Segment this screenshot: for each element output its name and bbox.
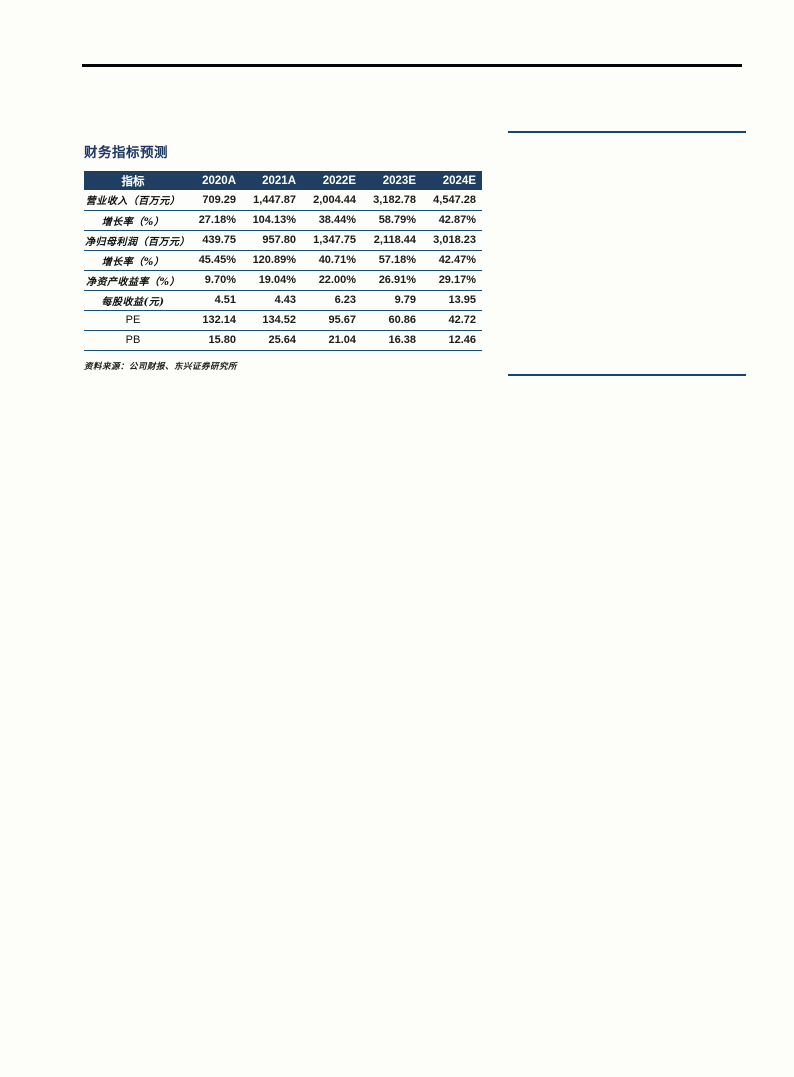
cell-2022e: 2,004.44: [313, 193, 356, 206]
table-row: 营业收入（百万元） 709.29 1,447.87 2,004.44 3,182…: [84, 190, 482, 210]
cell-2023e: 60.86: [388, 314, 416, 326]
row-label: PB: [125, 334, 141, 346]
cell-2023e: 16.38: [388, 334, 416, 346]
cell-2022e: 21.04: [328, 334, 356, 346]
table-row: 每股收益(元) 4.51 4.43 6.23 9.79 13.95: [84, 290, 482, 310]
cell-2024e: 13.95: [448, 294, 476, 306]
sidebar-top-rule: [508, 131, 746, 133]
row-label: 每股收益(元): [101, 296, 165, 308]
cell-2024e: 42.72: [448, 314, 476, 326]
cell-2021a: 104.13%: [252, 214, 296, 226]
cell-2020a: 9.70%: [204, 274, 236, 286]
cell-2022e: 40.71%: [318, 254, 356, 266]
cell-2020a: 132.14: [202, 314, 236, 326]
cell-2020a: 27.18%: [198, 214, 236, 226]
table-header-row: 指标 2020A 2021A 2022E 2023E 2024E: [84, 171, 482, 190]
cell-2022e: 1,347.75: [313, 234, 356, 246]
cell-2024e: 42.87%: [438, 214, 476, 226]
table-row: 增长率（%） 27.18% 104.13% 38.44% 58.79% 42.8…: [84, 210, 482, 230]
cell-2020a: 4.51: [214, 294, 236, 306]
row-label: 净归母利润（百万元）: [85, 236, 190, 248]
row-label: 营业收入（百万元）: [85, 196, 181, 208]
section-title: 财务指标预测: [84, 145, 168, 160]
source-note: 资料来源：公司财报、东兴证券研究所: [84, 362, 238, 372]
cell-2023e: 57.18%: [378, 254, 416, 266]
cell-2024e: 3,018.23: [433, 234, 476, 246]
row-label: 净资产收益率（%）: [85, 276, 180, 288]
row-label: 增长率（%）: [101, 256, 165, 268]
cell-2020a: 15.80: [208, 334, 236, 346]
cell-2024e: 29.17%: [438, 274, 476, 286]
cell-2021a: 19.04%: [258, 274, 296, 286]
table-row: PB 15.80 25.64 21.04 16.38 12.46: [84, 330, 482, 350]
sidebar-bottom-rule: [508, 374, 746, 376]
table-body: 营业收入（百万元） 709.29 1,447.87 2,004.44 3,182…: [84, 190, 482, 350]
row-label: 增长率（%）: [101, 216, 165, 228]
cell-2020a: 709.29: [202, 193, 236, 206]
table-row: 增长率（%） 45.45% 120.89% 40.71% 57.18% 42.4…: [84, 250, 482, 270]
cell-2022e: 22.00%: [318, 274, 356, 286]
cell-2024e: 12.46: [448, 334, 476, 346]
cell-2023e: 3,182.78: [373, 193, 416, 206]
cell-2021a: 120.89%: [252, 254, 296, 266]
cell-2020a: 45.45%: [198, 254, 236, 266]
cell-2023e: 9.79: [394, 294, 416, 306]
column-header-indicator: 指标: [121, 175, 145, 188]
row-label: PE: [125, 314, 141, 326]
cell-2022e: 6.23: [334, 294, 356, 306]
table-row: 净归母利润（百万元） 439.75 957.80 1,347.75 2,118.…: [84, 230, 482, 250]
cell-2023e: 2,118.44: [373, 234, 416, 246]
cell-2024e: 4,547.28: [433, 193, 476, 206]
cell-2022e: 38.44%: [318, 214, 356, 226]
column-header-2023e: 2023E: [382, 174, 416, 187]
financial-forecast-table: 指标 2020A 2021A 2022E 2023E 2024E 营业收入（百万…: [84, 171, 482, 351]
column-header-2024e: 2024E: [442, 174, 476, 187]
page-top-rule: [82, 64, 742, 67]
column-header-2021a: 2021A: [262, 174, 296, 187]
cell-2022e: 95.67: [328, 314, 356, 326]
cell-2021a: 1,447.87: [253, 193, 296, 206]
table-row: PE 132.14 134.52 95.67 60.86 42.72: [84, 310, 482, 330]
cell-2024e: 42.47%: [438, 254, 476, 266]
cell-2021a: 134.52: [262, 314, 296, 326]
cell-2021a: 957.80: [262, 234, 296, 246]
cell-2023e: 26.91%: [378, 274, 416, 286]
column-header-2020a: 2020A: [202, 174, 236, 187]
table-row: 净资产收益率（%） 9.70% 19.04% 22.00% 26.91% 29.…: [84, 270, 482, 290]
column-header-2022e: 2022E: [322, 174, 356, 187]
cell-2021a: 4.43: [274, 294, 296, 306]
cell-2023e: 58.79%: [378, 214, 416, 226]
cell-2021a: 25.64: [268, 334, 296, 346]
cell-2020a: 439.75: [202, 234, 236, 246]
